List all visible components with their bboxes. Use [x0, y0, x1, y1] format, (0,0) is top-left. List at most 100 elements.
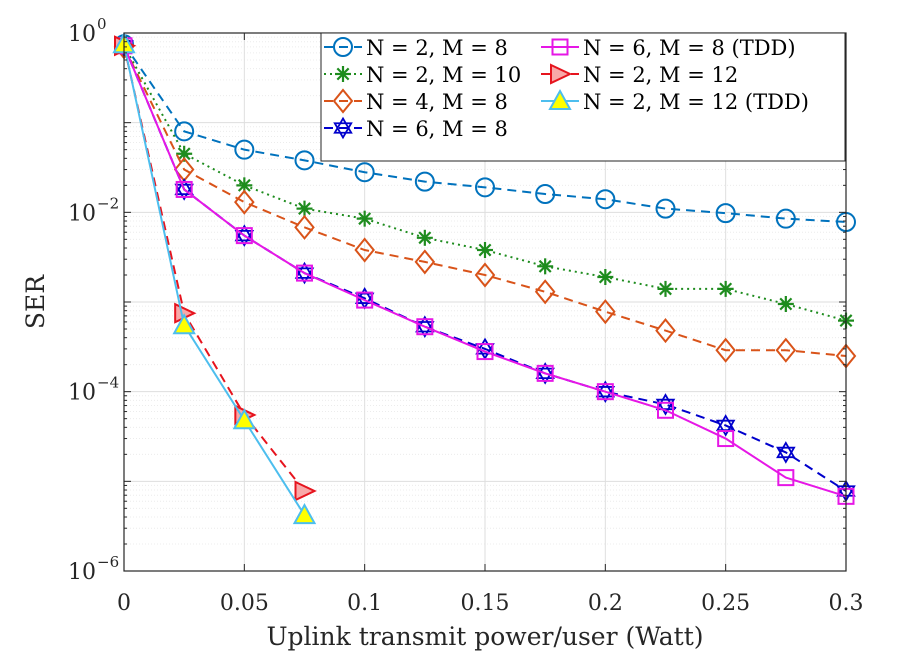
data-point: [595, 299, 616, 325]
data-point: [551, 38, 569, 56]
data-point: [414, 171, 435, 192]
data-point: [235, 227, 253, 245]
data-point: [595, 189, 616, 210]
legend-item: N = 2, M = 10: [324, 63, 521, 87]
y-tick-exponent: 0: [97, 15, 107, 33]
x-tick-label: 0.05: [220, 591, 269, 616]
data-point: [296, 200, 313, 217]
data-point: [414, 249, 436, 275]
legend-label: N = 2, M = 10: [366, 63, 521, 87]
data-point: [535, 184, 556, 205]
legend-item: N = 6, M = 8: [324, 116, 508, 141]
legend-label: N = 6, M = 8: [366, 117, 508, 141]
data-point: [356, 210, 373, 227]
data-point: [474, 262, 496, 288]
legend-item: N = 4, M = 8: [324, 88, 508, 114]
data-point: [294, 480, 317, 502]
data-point: [477, 242, 493, 259]
x-tick-label: 0.3: [829, 591, 864, 616]
data-point: [717, 280, 734, 297]
y-tick-exponent: −6: [97, 553, 119, 571]
data-point: [775, 208, 796, 229]
x-tick-label: 0: [117, 591, 131, 616]
y-tick-base: 10: [68, 201, 96, 226]
series-line: [123, 43, 847, 224]
data-point: [715, 203, 736, 224]
data-point: [234, 189, 255, 215]
y-tick-base: 10: [68, 560, 96, 585]
data-point: [296, 264, 313, 282]
data-point: [537, 258, 554, 275]
y-tick-label: 10 −6: [68, 553, 119, 585]
data-point: [536, 364, 554, 382]
data-point: [717, 430, 735, 448]
legend-box: [320, 32, 846, 162]
x-tick-label: 0.1: [347, 591, 382, 616]
y-tick-base: 10: [68, 381, 96, 406]
series-line: [123, 43, 306, 516]
data-point: [475, 177, 495, 198]
legend-item: N = 6, M = 8 (TDD): [541, 36, 796, 60]
data-point: [777, 469, 795, 487]
data-point: [596, 383, 614, 401]
series-line: [123, 46, 847, 357]
x-tick-label: 0.15: [461, 591, 510, 616]
legend-label: N = 2, M = 12 (TDD): [583, 90, 809, 114]
series-line: [123, 45, 847, 498]
data-point: [416, 318, 434, 336]
series-N = 4, M = 8: [113, 34, 857, 369]
legend-item: N = 2, M = 8: [324, 36, 508, 60]
y-tick-exponent: −2: [97, 194, 119, 212]
data-point: [333, 116, 353, 140]
data-point: [595, 380, 616, 403]
data-point: [294, 150, 315, 171]
legend-label: N = 2, M = 8: [366, 36, 508, 60]
x-tick-label: 0.25: [701, 591, 750, 616]
data-point: [776, 441, 796, 464]
data-point: [174, 121, 195, 142]
data-point: [777, 295, 794, 312]
data-point: [548, 88, 572, 110]
data-point: [534, 279, 556, 305]
data-point: [333, 37, 353, 57]
data-point: [775, 337, 797, 363]
y-tick-label: 10 −2: [68, 194, 119, 226]
legend: N = 2, M = 8 N = 2, M = 10 N = 4, M = 8 N =…: [320, 32, 846, 162]
data-point: [335, 66, 351, 82]
legend-item: N = 2, M = 12 (TDD): [541, 88, 809, 114]
data-point: [597, 269, 614, 286]
data-point: [655, 318, 676, 344]
series-N = 2, M = 12 (TDD): [112, 32, 317, 525]
series-line: [123, 45, 306, 492]
data-point: [354, 162, 375, 183]
data-point: [172, 313, 196, 335]
data-point: [294, 214, 315, 240]
y-tick-base: 10: [68, 22, 96, 47]
data-point: [354, 237, 375, 263]
y-axis-label: SER: [21, 274, 50, 329]
y-tick-label: 10 0: [68, 15, 107, 47]
data-point: [292, 503, 317, 525]
data-point: [657, 280, 674, 297]
legend-label: N = 4, M = 8: [366, 90, 508, 114]
x-tick-label: 0.2: [588, 591, 623, 616]
x-axis-label: Uplink transmit power/user (Watt): [266, 622, 703, 651]
legend-label: N = 2, M = 12: [583, 63, 738, 87]
data-point: [655, 198, 676, 219]
legend-label: N = 6, M = 8 (TDD): [583, 36, 796, 60]
y-tick-exponent: −4: [97, 374, 119, 392]
data-point: [232, 408, 257, 430]
data-point: [234, 139, 255, 160]
data-point: [416, 229, 433, 246]
data-point: [356, 291, 374, 309]
data-point: [657, 401, 674, 419]
data-point: [550, 63, 573, 85]
data-point: [715, 337, 736, 363]
data-point: [175, 180, 193, 198]
legend-item: N = 2, M = 12: [541, 63, 738, 87]
data-point: [332, 88, 354, 114]
y-tick-label: 10 −4: [68, 374, 119, 406]
data-point: [476, 343, 494, 361]
